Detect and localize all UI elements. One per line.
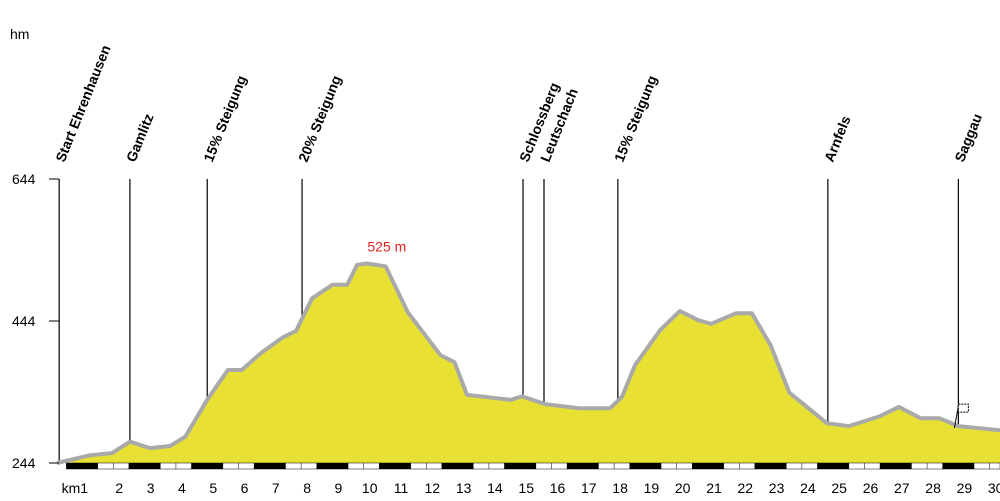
- x-tick-label: 18: [612, 480, 628, 496]
- profile-line: [56, 261, 1000, 465]
- x-tick-label: 15: [518, 480, 534, 496]
- marker-label: Arnfels: [821, 113, 854, 164]
- x-tick-label: 12: [425, 480, 441, 496]
- x-tick-label: 11: [394, 480, 409, 496]
- profile-area: [57, 263, 1000, 463]
- x-tick-label: 7: [272, 480, 280, 496]
- y-tick-label: 444: [12, 313, 36, 329]
- x-tick-label: 2: [115, 480, 123, 496]
- y-axis-label: hm: [10, 26, 29, 42]
- marker-label: Start Ehrenhausen: [52, 43, 113, 164]
- x-tick-label: km1: [62, 480, 89, 496]
- x-tick-label: 30: [988, 480, 1000, 496]
- x-tick-label: 10: [362, 480, 378, 496]
- marker-label: 20% Steigung: [295, 73, 344, 164]
- x-tick-label: 24: [800, 480, 816, 496]
- x-tick-label: 27: [894, 480, 910, 496]
- x-tick-label: 26: [863, 480, 879, 496]
- x-tick-label: 8: [303, 480, 311, 496]
- x-tick-label: 5: [209, 480, 217, 496]
- peak-label: 525 m: [367, 238, 406, 254]
- x-tick-label: 3: [147, 480, 155, 496]
- marker-label: Gamlitz: [123, 111, 157, 164]
- x-tick-label: 4: [178, 480, 186, 496]
- x-tick-label: 13: [456, 480, 472, 496]
- x-tick-label: 22: [738, 480, 754, 496]
- marker-label: 15% Steigung: [611, 73, 660, 164]
- x-tick-label: 14: [487, 480, 503, 496]
- y-tick-label: 644: [12, 171, 36, 187]
- x-tick-label: 20: [675, 480, 691, 496]
- x-tick-label: 6: [241, 480, 249, 496]
- x-tick-label: 25: [831, 480, 847, 496]
- x-tick-label: 21: [706, 480, 722, 496]
- x-tick-label: 28: [925, 480, 941, 496]
- finish-flag: [953, 405, 959, 429]
- marker-label: Saggau: [951, 111, 985, 164]
- x-tick-label: 19: [644, 480, 660, 496]
- y-tick-label: 244: [12, 455, 36, 471]
- x-tick-label: 29: [957, 480, 973, 496]
- marker-label: 15% Steigung: [200, 73, 249, 164]
- x-tick-label: 17: [581, 480, 597, 496]
- x-tick-label: 9: [335, 480, 343, 496]
- finish-flag-cloth: [957, 403, 969, 413]
- km-strip: [973, 462, 1000, 470]
- x-tick-label: 16: [550, 480, 566, 496]
- x-tick-label: 23: [769, 480, 785, 496]
